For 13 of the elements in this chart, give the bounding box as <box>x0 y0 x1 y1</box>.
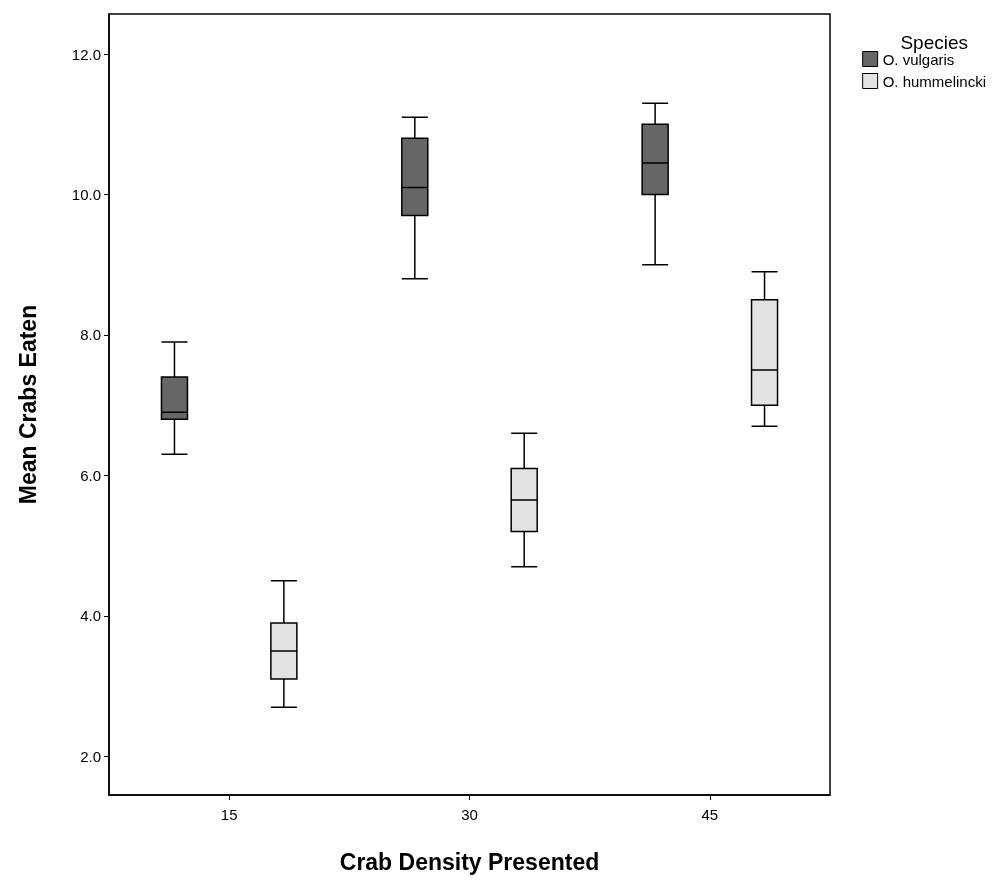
legend-title: Species <box>900 32 969 53</box>
y-axis-title: Mean Crabs Eaten <box>14 304 41 505</box>
y-tick-label: 8.0 <box>80 326 101 344</box>
y-tick-label: 2.0 <box>80 747 101 765</box>
y-tick-label: 12.0 <box>71 45 101 63</box>
y-tick-label: 4.0 <box>80 607 101 625</box>
legend-label: O. hummelincki <box>882 72 986 90</box>
x-axis-title: Crab Density Presented <box>339 848 600 875</box>
y-tick-label: 6.0 <box>80 466 101 484</box>
x-tick-label: 30 <box>461 806 478 823</box>
x-tick-label: 45 <box>701 806 719 823</box>
x-tick-label: 15 <box>220 806 238 823</box>
y-tick-label: 10.0 <box>71 186 101 203</box>
